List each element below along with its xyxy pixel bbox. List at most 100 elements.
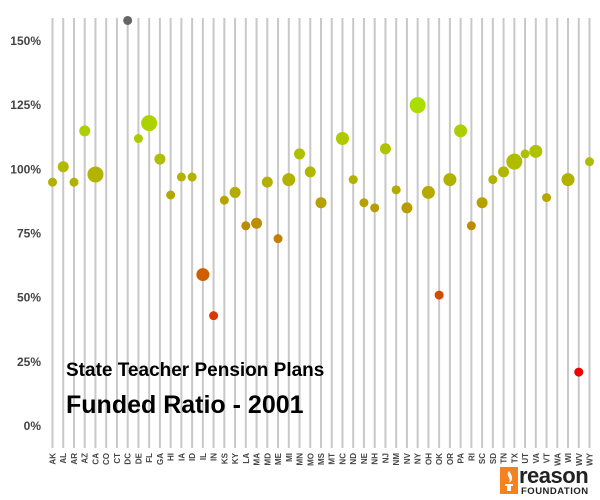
x-tick-label: WI <box>564 453 573 463</box>
x-tick-label: GA <box>156 453 165 465</box>
x-axis-ticks: AK AL AR AZ CA CO CT DC DE FL GA HI IA ID IL IN KS KY LA MA… <box>49 452 595 466</box>
grid-layer <box>51 18 591 448</box>
y-tick-label: 50% <box>17 291 41 305</box>
data-point <box>585 157 594 167</box>
x-tick-label: AZ <box>81 453 90 464</box>
data-point <box>79 125 91 137</box>
x-tick-label: WA <box>553 453 562 466</box>
logo-sub: FOUNDATION <box>521 486 589 497</box>
x-tick-label: MO <box>306 453 315 466</box>
x-tick-label: MS <box>317 452 326 465</box>
x-tick-label: DC <box>124 453 133 465</box>
data-point <box>488 175 498 185</box>
data-point <box>335 132 349 146</box>
data-point <box>69 177 79 187</box>
data-point <box>48 177 57 187</box>
x-tick-label: NM <box>392 453 401 466</box>
data-point <box>315 197 327 209</box>
x-tick-label: OR <box>446 453 455 465</box>
y-tick-label: 150% <box>10 34 41 48</box>
x-tick-label: CT <box>113 453 122 464</box>
torch-icon <box>500 467 518 494</box>
x-tick-label: IA <box>177 453 186 461</box>
data-point <box>379 143 391 155</box>
data-point <box>141 115 158 132</box>
data-point <box>409 97 426 114</box>
x-tick-label: IL <box>199 453 208 460</box>
x-tick-label: SD <box>489 453 498 464</box>
x-tick-label: ID <box>188 453 197 461</box>
data-point <box>196 268 210 282</box>
x-tick-label: VA <box>532 453 541 464</box>
x-tick-label: MI <box>285 453 294 462</box>
data-point <box>542 193 552 203</box>
data-point <box>454 124 468 138</box>
x-tick-label: IN <box>210 453 219 461</box>
data-point <box>133 134 143 144</box>
x-tick-label: NY <box>414 452 423 464</box>
data-point <box>520 149 530 159</box>
data-point <box>154 153 166 165</box>
data-point <box>348 175 358 185</box>
data-point <box>476 197 488 209</box>
y-tick-label: 25% <box>17 355 41 369</box>
reason-foundation-logo: reason FOUNDATION <box>500 463 589 497</box>
data-point <box>229 186 241 198</box>
x-tick-label: TN <box>500 453 509 464</box>
data-point <box>391 185 401 195</box>
x-tick-label: ME <box>274 452 283 465</box>
x-tick-label: WV <box>575 452 584 466</box>
data-point <box>166 190 176 200</box>
y-tick-label: 75% <box>17 227 41 241</box>
chart-subtitle: Funded Ratio - 2001 <box>66 391 304 419</box>
x-tick-label: HI <box>167 453 176 461</box>
x-tick-label: SC <box>478 453 487 464</box>
x-tick-label: OH <box>424 453 433 465</box>
y-tick-label: 125% <box>10 98 41 112</box>
data-point <box>498 166 510 178</box>
x-tick-label: UT <box>521 453 530 464</box>
data-point <box>304 166 316 178</box>
x-tick-label: MA <box>253 453 262 466</box>
data-point <box>273 234 283 244</box>
data-point <box>506 153 523 170</box>
data-point <box>529 144 543 158</box>
data-point <box>123 15 133 25</box>
data-point <box>434 290 444 300</box>
data-point <box>359 198 369 208</box>
x-tick-label: AL <box>59 453 68 464</box>
x-tick-label: KY <box>231 452 240 464</box>
x-tick-label: FL <box>145 453 154 463</box>
data-point <box>282 173 296 187</box>
x-tick-label: NC <box>338 453 347 465</box>
data-point <box>401 202 413 214</box>
x-tick-label: MD <box>263 453 272 466</box>
data-point <box>261 176 273 188</box>
x-tick-label: PA <box>457 453 466 464</box>
x-tick-label: NJ <box>381 453 390 463</box>
x-tick-label: VT <box>543 453 552 463</box>
y-tick-label: 0% <box>24 419 42 433</box>
x-tick-label: RI <box>467 453 476 461</box>
x-tick-label: KS <box>220 452 229 464</box>
data-point <box>466 221 476 231</box>
data-point <box>574 367 584 377</box>
data-point <box>87 166 104 183</box>
data-point <box>176 172 186 182</box>
y-axis-ticks: 0% 25% 50% 75% 100% 125% 150% <box>10 34 41 433</box>
x-tick-label: TX <box>510 452 519 463</box>
data-point <box>57 161 69 173</box>
x-tick-label: NE <box>360 452 369 464</box>
logo-word: reason <box>519 463 588 488</box>
x-tick-label: CO <box>102 453 111 465</box>
y-tick-label: 100% <box>10 162 41 176</box>
data-point <box>251 217 263 229</box>
x-tick-label: AK <box>49 453 58 465</box>
data-point <box>219 195 229 205</box>
x-tick-label: CA <box>91 453 100 465</box>
x-tick-label: OK <box>435 453 444 465</box>
data-point <box>443 173 457 187</box>
x-tick-label: ND <box>349 453 358 465</box>
data-point <box>209 311 219 321</box>
